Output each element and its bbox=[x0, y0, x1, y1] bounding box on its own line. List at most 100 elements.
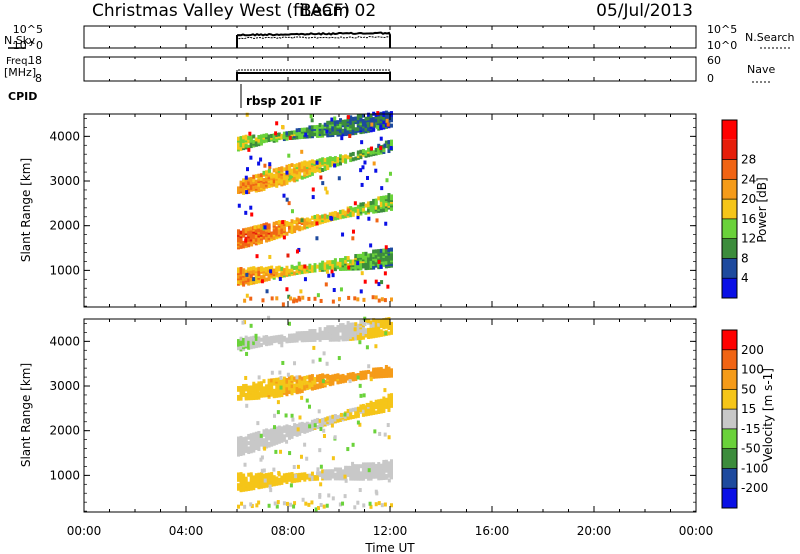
heatmap-cell bbox=[356, 420, 360, 425]
heatmap-cell bbox=[379, 252, 383, 257]
heatmap-cell bbox=[244, 476, 248, 481]
heatmap-cell bbox=[364, 203, 368, 208]
heatmap-cell bbox=[275, 377, 279, 382]
heatmap-cell bbox=[311, 187, 315, 192]
heatmap-cell bbox=[290, 228, 294, 233]
heatmap-cell bbox=[341, 474, 345, 479]
heatmap-cell bbox=[247, 481, 251, 486]
heatmap-cell bbox=[265, 437, 269, 442]
heatmap-cell bbox=[252, 486, 256, 491]
heatmap-cell bbox=[322, 504, 326, 509]
heatmap-cell bbox=[252, 475, 256, 480]
power-ylabel: Slant Range [km] bbox=[19, 158, 33, 262]
heatmap-cell bbox=[390, 123, 393, 128]
heatmap-cell bbox=[262, 223, 266, 228]
heatmap-cell bbox=[298, 297, 302, 302]
heatmap-cell bbox=[361, 319, 365, 324]
heatmap-cell bbox=[300, 127, 304, 132]
heatmap-cell bbox=[310, 471, 314, 476]
heatmap-cell bbox=[277, 425, 281, 430]
heatmap-cell bbox=[270, 442, 274, 447]
heatmap-cell bbox=[384, 195, 388, 200]
heatmap-cell bbox=[242, 389, 246, 394]
velocity-panel-frame bbox=[83, 318, 697, 513]
heatmap-cell bbox=[252, 432, 256, 437]
heatmap-cell bbox=[241, 320, 245, 325]
heatmap-cell bbox=[256, 389, 260, 394]
heatmap-cell bbox=[328, 120, 332, 125]
heatmap-cell bbox=[327, 493, 331, 498]
heatmap-cell bbox=[321, 469, 325, 474]
heatmap-cell bbox=[242, 240, 246, 245]
heatmap-cell bbox=[292, 299, 296, 304]
heatmap-cell bbox=[274, 449, 278, 454]
heatmap-cell bbox=[390, 321, 393, 326]
heatmap-cell bbox=[257, 434, 261, 439]
heatmap-cell bbox=[280, 266, 284, 271]
heatmap-cell bbox=[382, 400, 386, 405]
heatmap-cell bbox=[288, 379, 291, 384]
heatmap-cell bbox=[376, 125, 380, 130]
heatmap-cell bbox=[349, 465, 353, 470]
heatmap-cell bbox=[263, 478, 267, 483]
heatmap-cell bbox=[356, 211, 360, 216]
heatmap-cell bbox=[262, 386, 266, 391]
heatmap-cell bbox=[356, 375, 360, 380]
heatmap-cell bbox=[245, 293, 249, 298]
heatmap-cell bbox=[313, 418, 317, 423]
heatmap-cell bbox=[272, 236, 276, 241]
heatmap-cell bbox=[368, 402, 372, 407]
heatmap-cell bbox=[262, 468, 266, 473]
heatmap-cell bbox=[367, 147, 371, 152]
heatmap-cell bbox=[300, 395, 304, 400]
colorbar-tick-label: 24 bbox=[741, 172, 756, 186]
heatmap-cell bbox=[267, 234, 271, 239]
colorbar-swatch bbox=[722, 409, 737, 429]
heatmap-cell bbox=[307, 296, 311, 301]
heatmap-cell bbox=[237, 440, 240, 445]
heatmap-cell bbox=[293, 176, 297, 181]
heatmap-cell bbox=[387, 461, 391, 466]
heatmap-cell bbox=[387, 435, 391, 440]
heatmap-cell bbox=[356, 257, 360, 262]
heatmap-cell bbox=[255, 254, 259, 259]
heatmap-cell bbox=[384, 114, 388, 119]
heatmap-cell bbox=[382, 318, 386, 323]
heatmap-cell bbox=[340, 136, 344, 141]
heatmap-cell bbox=[374, 367, 378, 372]
heatmap-cell bbox=[275, 231, 279, 236]
heatmap-cell bbox=[293, 271, 297, 276]
heatmap-cell bbox=[247, 278, 251, 283]
heatmap-cell bbox=[348, 134, 352, 139]
heatmap-cell bbox=[387, 193, 391, 198]
heatmap-cell bbox=[285, 170, 289, 175]
heatmap-cell bbox=[285, 131, 289, 136]
heatmap-cell bbox=[354, 464, 358, 469]
heatmap-cell bbox=[310, 159, 314, 164]
heatmap-cell bbox=[323, 374, 327, 379]
heatmap-cell bbox=[261, 298, 265, 303]
heatmap-cell bbox=[336, 212, 340, 217]
heatmap-cell bbox=[249, 226, 253, 231]
heatmap-cell bbox=[367, 408, 371, 413]
heatmap-cell bbox=[282, 376, 286, 381]
heatmap-cell bbox=[239, 180, 243, 185]
heatmap-cell bbox=[356, 204, 360, 209]
heatmap-cell bbox=[325, 269, 329, 274]
heatmap-cell bbox=[247, 230, 251, 235]
heatmap-cell bbox=[390, 459, 393, 464]
heatmap-cell bbox=[318, 494, 322, 499]
heatmap-cell bbox=[249, 385, 253, 390]
heatmap-cell bbox=[330, 423, 334, 428]
heatmap-cell bbox=[303, 165, 307, 170]
heatmap-cell bbox=[254, 482, 258, 487]
heatmap-cell bbox=[293, 220, 297, 225]
heatmap-cell bbox=[351, 467, 355, 472]
heatmap-cell bbox=[385, 178, 389, 183]
heatmap-cell bbox=[364, 469, 368, 474]
heatmap-cell bbox=[279, 375, 283, 380]
heatmap-cell bbox=[259, 176, 263, 181]
heatmap-cell bbox=[360, 140, 364, 145]
heatmap-cell bbox=[383, 271, 387, 276]
heatmap-cell bbox=[339, 323, 342, 328]
